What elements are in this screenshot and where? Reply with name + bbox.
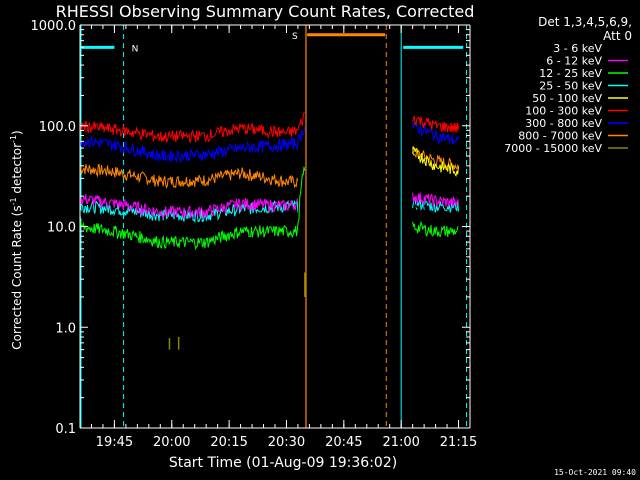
x-tick-label-5: 21:00 xyxy=(382,435,419,450)
y-axis-label-main: Corrected Count Rate (s xyxy=(10,205,24,349)
series-line-7-a xyxy=(79,163,299,190)
legend-label-1: 6 - 12 keV xyxy=(546,55,602,68)
series-line-3-b xyxy=(412,197,459,213)
night-label: N xyxy=(132,44,139,54)
legend-header-line-1: Det 1,3,4,5,6,9, xyxy=(538,15,632,29)
series-line-6-b xyxy=(412,120,459,145)
legend-label-0: 3 - 6 keV xyxy=(553,42,602,55)
legend-label-8: 7000 - 15000 keV xyxy=(504,142,602,155)
y-axis-label-mid: detector xyxy=(10,143,24,198)
x-tick-label-3: 20:30 xyxy=(268,435,305,450)
legend-label-7: 800 - 7000 keV xyxy=(518,130,602,143)
x-tick-label-0: 19:45 xyxy=(96,435,133,450)
legend-label-5: 100 - 300 keV xyxy=(525,105,602,118)
series-line-5-a xyxy=(79,112,305,144)
x-axis-label: Start Time (01-Aug-09 19:36:02) xyxy=(169,455,397,471)
y-tick-label-1: 1.0 xyxy=(55,321,76,336)
series-line-7-b xyxy=(412,146,459,171)
series-line-0-b xyxy=(412,203,459,224)
y-axis-label-sup1: -1 xyxy=(9,197,18,205)
series-line-6-a xyxy=(79,125,306,164)
series-line-1-a xyxy=(79,194,299,220)
legend-label-2: 12 - 25 keV xyxy=(539,67,602,80)
x-tick-label-4: 20:45 xyxy=(325,435,362,450)
saa-label: S xyxy=(292,32,298,42)
series-line-2-a xyxy=(79,166,306,251)
series-line-2-b xyxy=(412,220,459,238)
y-axis-label-sup2: -1 xyxy=(9,135,18,143)
y-tick-label-4: 1000.0 xyxy=(31,19,77,34)
x-tick-label-2: 20:15 xyxy=(210,435,247,450)
y-axis-label-end: ) xyxy=(10,130,24,135)
plot-area: NS xyxy=(79,25,468,428)
legend-label-6: 300 - 800 keV xyxy=(525,117,602,130)
axes: 0.1 1.0 10.0 100.0 1000.0 19:45 20:00 20:15 20:3… xyxy=(31,19,478,450)
legend-label-3: 25 - 50 keV xyxy=(539,80,602,93)
legend-label-4: 50 - 100 keV xyxy=(532,92,602,105)
y-tick-label-3: 100.0 xyxy=(39,120,76,135)
series-line-5-b xyxy=(412,115,459,133)
x-tick-label-1: 20:00 xyxy=(153,435,190,450)
x-tick-label-6: 21:15 xyxy=(440,435,477,450)
legend-header-line-2: Att 0 xyxy=(603,29,632,43)
chart-title: RHESSI Observing Summary Count Rates, Co… xyxy=(56,2,475,21)
y-tick-label-0: 0.1 xyxy=(55,422,76,437)
series-line-4-b xyxy=(412,145,459,177)
series-line-3-a xyxy=(79,199,299,224)
y-axis-label: Corrected Count Rate (s-1 detector-1) xyxy=(9,130,24,349)
series-line-1-b xyxy=(412,192,459,208)
footer-timestamp: 15-Oct-2021 09:40 xyxy=(554,468,636,477)
y-tick-label-2: 10.0 xyxy=(47,221,76,236)
